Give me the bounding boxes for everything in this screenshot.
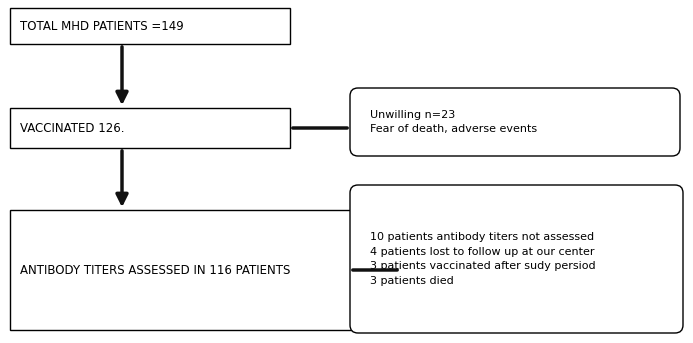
FancyBboxPatch shape xyxy=(350,185,683,333)
Text: TOTAL MHD PATIENTS =149: TOTAL MHD PATIENTS =149 xyxy=(20,20,184,33)
Text: ANTIBODY TITERS ASSESSED IN 116 PATIENTS: ANTIBODY TITERS ASSESSED IN 116 PATIENTS xyxy=(20,263,290,276)
Text: VACCINATED 126.: VACCINATED 126. xyxy=(20,121,125,134)
FancyBboxPatch shape xyxy=(10,8,290,44)
FancyBboxPatch shape xyxy=(10,210,400,330)
FancyBboxPatch shape xyxy=(10,108,290,148)
FancyBboxPatch shape xyxy=(350,88,680,156)
Text: Unwilling n=23
Fear of death, adverse events: Unwilling n=23 Fear of death, adverse ev… xyxy=(370,110,537,134)
Text: 10 patients antibody titers not assessed
4 patients lost to follow up at our cen: 10 patients antibody titers not assessed… xyxy=(370,232,595,286)
